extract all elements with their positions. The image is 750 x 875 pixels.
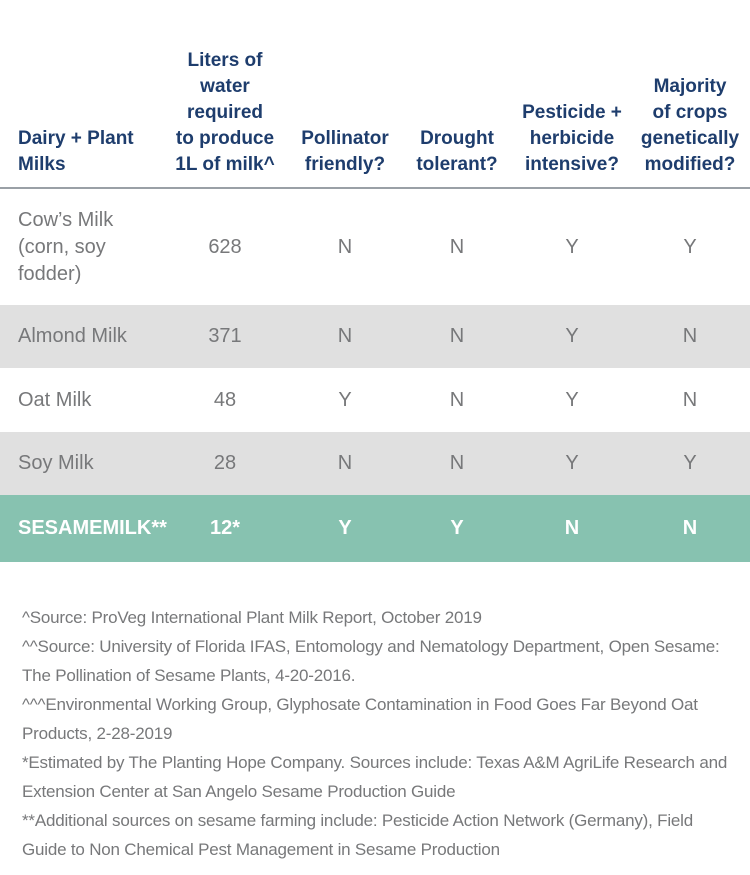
cell-liters-water: 48 (213, 388, 237, 411)
column-header-label: Pesticide + herbicide intensive? (522, 102, 622, 175)
footnote: **Additional sources on sesame farming i… (22, 811, 694, 859)
cell-genetically-modified: Y (683, 235, 697, 258)
cell-drought-tolerant: N (449, 325, 465, 347)
footnote: ^Source: ProVeg International Plant Milk… (22, 608, 482, 627)
table-row-oat-milk: Oat Milk 48 Y N Y N (0, 368, 750, 432)
column-header-label: Dairy + Plant Milks (18, 128, 134, 175)
cell-pesticide-herbicide: Y (565, 325, 579, 347)
cell-liters-water: 28 (213, 452, 237, 474)
column-header-dairy-plant-milks: Dairy + Plant Milks (0, 100, 160, 178)
column-header-label: Liters of water required to produce 1L o… (175, 50, 275, 175)
cell-pesticide-herbicide: Y (565, 235, 579, 258)
table-row-cows-milk: Cow’s Milk (corn, soy fodder) 628 N N Y … (0, 189, 750, 305)
header-divider (0, 187, 750, 189)
cell-liters-water: 371 (208, 325, 242, 347)
column-header-label: Majority of crops genetically modified? (640, 76, 740, 175)
cell-pesticide-herbicide: N (564, 517, 580, 539)
milk-comparison-table: Dairy + Plant Milks Liters of water requ… (0, 0, 750, 562)
cell-pesticide-herbicide: Y (565, 388, 579, 411)
cell-drought-tolerant: N (449, 388, 465, 411)
cell-genetically-modified: N (682, 388, 698, 411)
footnote: ^^^Environmental Working Group, Glyphosa… (22, 695, 698, 743)
cell-genetically-modified: N (682, 517, 698, 539)
cell-pollinator-friendly: N (337, 235, 353, 258)
source-footnotes: ^Source: ProVeg International Plant Milk… (0, 603, 750, 864)
cell-pollinator-friendly: N (337, 452, 353, 474)
cell-pollinator-friendly: N (337, 325, 353, 347)
cell-milk-name: Almond Milk (18, 325, 127, 347)
cell-pollinator-friendly: Y (338, 388, 352, 411)
table-row-sesamemilk-highlight: SESAMEMILK** 12* Y Y N N (0, 495, 750, 562)
column-header-label: Drought tolerant? (416, 128, 498, 175)
cell-genetically-modified: Y (683, 452, 697, 474)
footnote: ^^Source: University of Florida IFAS, En… (22, 637, 720, 685)
column-header-pesticide-herbicide: Pesticide + herbicide intensive? (514, 74, 630, 178)
cell-drought-tolerant: N (449, 235, 465, 258)
cell-milk-name: Soy Milk (18, 452, 94, 474)
footnote: *Estimated by The Planting Hope Company.… (22, 753, 728, 801)
cell-pollinator-friendly: Y (338, 517, 352, 539)
cell-milk-name: Cow’s Milk (corn, soy fodder) (18, 208, 114, 285)
table-header-row: Dairy + Plant Milks Liters of water requ… (0, 0, 750, 187)
column-header-liters-water: Liters of water required to produce 1L o… (160, 22, 290, 178)
cell-liters-water: 628 (208, 235, 242, 258)
cell-milk-name: Oat Milk (18, 388, 92, 411)
column-header-genetically-modified: Majority of crops genetically modified? (630, 48, 750, 178)
cell-milk-name: SESAMEMILK** (18, 517, 167, 539)
cell-genetically-modified: N (682, 325, 698, 347)
cell-drought-tolerant: N (449, 452, 465, 474)
column-header-pollinator-friendly: Pollinator friendly? (290, 100, 400, 178)
column-header-drought-tolerant: Drought tolerant? (400, 100, 514, 178)
table-row-almond-milk: Almond Milk 371 N N Y N (0, 305, 750, 368)
cell-liters-water: 12* (209, 517, 241, 539)
cell-drought-tolerant: Y (450, 517, 464, 539)
column-header-label: Pollinator friendly? (301, 128, 389, 175)
cell-pesticide-herbicide: Y (565, 452, 579, 474)
table-row-soy-milk: Soy Milk 28 N N Y Y (0, 432, 750, 495)
